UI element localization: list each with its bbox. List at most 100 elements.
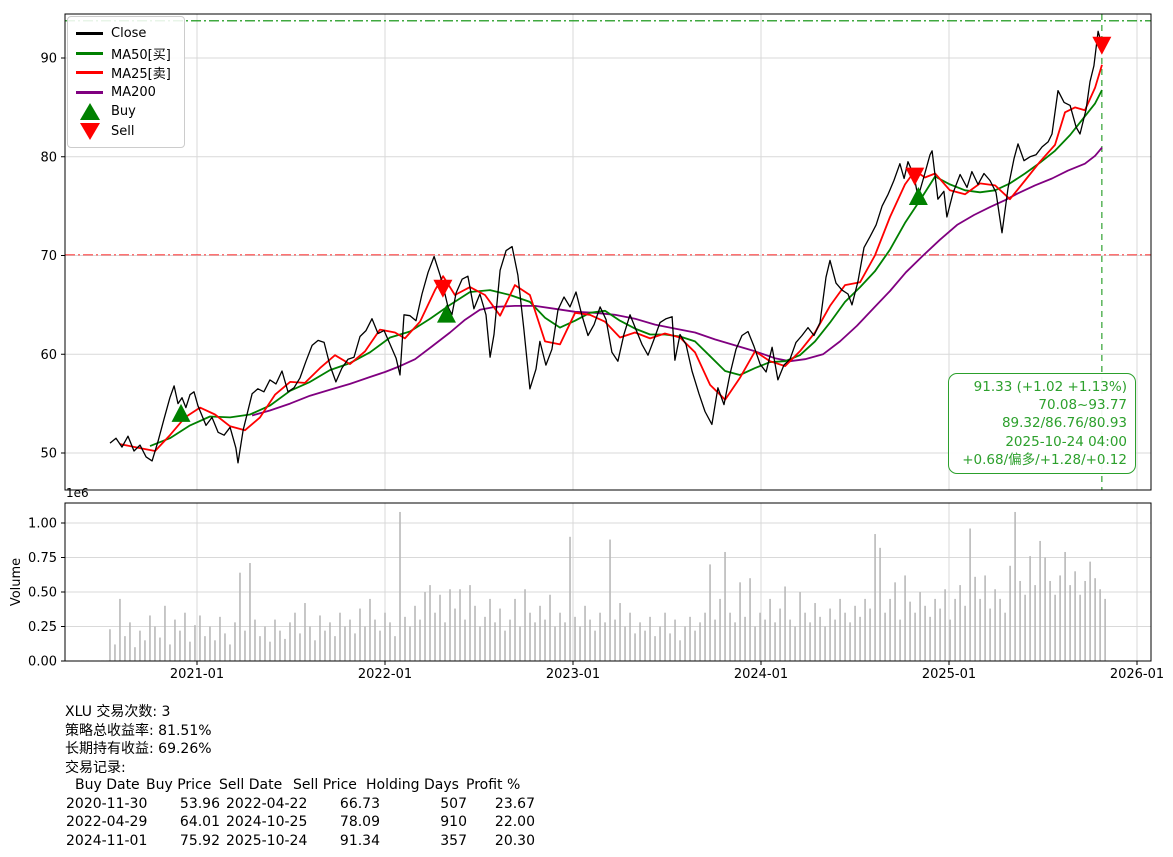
volume-bar [584,605,586,661]
volume-bar [239,572,241,661]
legend-entry-sell: Sell [76,122,176,142]
trade-cell: 23.67 [494,795,535,812]
volume-bar [359,608,361,661]
volume-bar [969,528,971,661]
volume-bar [914,612,916,661]
volume-bar [929,616,931,661]
volume-bar [234,622,236,661]
sell-triangle-icon [79,122,100,140]
volume-bar [169,644,171,661]
volume-bar [524,589,526,661]
annotation-line: 91.33 (+1.02 +1.13%) [973,379,1127,395]
volume-bar [379,630,381,661]
volume-bar [589,619,591,661]
volume-bar [669,633,671,661]
price-tick-label: 90 [40,52,57,67]
volume-bar [259,636,261,661]
volume-bar [844,612,846,661]
volume-bar [704,612,706,661]
volume-tick-label: 0.50 [28,586,57,601]
volume-bar [684,626,686,661]
volume-bar [749,578,751,661]
volume-bar [769,598,771,661]
volume-bar [529,612,531,661]
trade-col-header: Buy Date [75,777,140,793]
volume-bar [744,616,746,661]
volume-bar [339,612,341,661]
legend-line-swatch [76,71,103,75]
volume-bar [324,630,326,661]
close-line [109,30,1103,464]
volume-bar [659,626,661,661]
volume-bar [799,592,801,661]
volume-bar [244,630,246,661]
x-tick-label: 2024-01 [734,667,788,682]
volume-bar [1094,578,1096,661]
volume-bar [349,619,351,661]
volume-bar [879,547,881,661]
trade-cell: 2022-04-29 [66,814,148,830]
volume-tick-label: 1.00 [28,517,57,532]
volume-bar [649,616,651,661]
volume-bar [284,638,286,661]
volume-bar [519,626,521,661]
volume-bar [369,598,371,661]
volume-bar [399,511,401,661]
volume-bar [959,585,961,661]
trade-cell: 91.34 [339,832,380,849]
volume-bar [299,633,301,661]
volume-bar [1009,565,1011,661]
volume-bar [849,622,851,661]
volume-bar [404,616,406,661]
sell-marker [905,167,925,186]
volume-bar [1054,594,1056,661]
price-volume-chart: 50 60 70 80 90 0.00 0.25 0.50 0.75 1.00 2021-01 202… [9,13,1164,682]
trade-count-line: XLU 交易次数: 3 [65,704,171,720]
trade-cell: 66.73 [339,795,380,812]
volume-bar [1069,585,1071,661]
volume-bar [199,615,201,661]
volume-bar [454,608,456,661]
volume-bar [419,619,421,661]
volume-bar [949,619,951,661]
volume-bar [409,626,411,661]
volume-bar [149,615,151,661]
volume-bar [819,616,821,661]
legend-line-swatch [76,51,103,55]
volume-bar [779,608,781,661]
volume-bar [579,626,581,661]
trade-cell: 2024-11-01 [66,832,148,849]
trade-cell: 78.09 [339,814,380,830]
volume-bar [159,637,161,661]
volume-bar [289,622,291,661]
legend-label: MA50[买] [111,47,171,63]
buy-marker [908,187,928,206]
trade-cell: 75.92 [179,832,220,849]
annotation-line: 89.32/86.76/80.93 [1001,415,1127,432]
trade-cell: 2025-10-24 [226,832,308,849]
trade-col-header: Sell Date [219,777,283,793]
volume-bar [539,605,541,661]
volume-bar [989,608,991,661]
volume-bar [574,616,576,661]
volume-bar [979,598,981,661]
sell-marker [1092,36,1112,55]
volume-bar [534,622,536,661]
legend-marker-swatch [76,122,103,140]
x-tick-label: 2021-01 [170,667,224,682]
legend-entry-ma25: MA25[卖] [76,63,176,83]
volume-bar [889,598,891,661]
legend-label: MA200 [111,84,156,100]
legend-entry-ma200: MA200 [76,83,176,103]
x-tick-label: 2026-01 [1110,667,1164,682]
volume-bar [689,616,691,661]
volume-bar [954,598,956,661]
volume-bar [494,622,496,661]
volume-bar [544,619,546,661]
legend-label: Buy [111,104,136,120]
annotation-line: +0.68/偏多/+1.28/+0.12 [962,451,1127,468]
trade-col-header: Holding Days [366,777,459,793]
volume-bar [909,601,911,661]
volume-bar [139,630,141,661]
volume-bar [934,598,936,661]
